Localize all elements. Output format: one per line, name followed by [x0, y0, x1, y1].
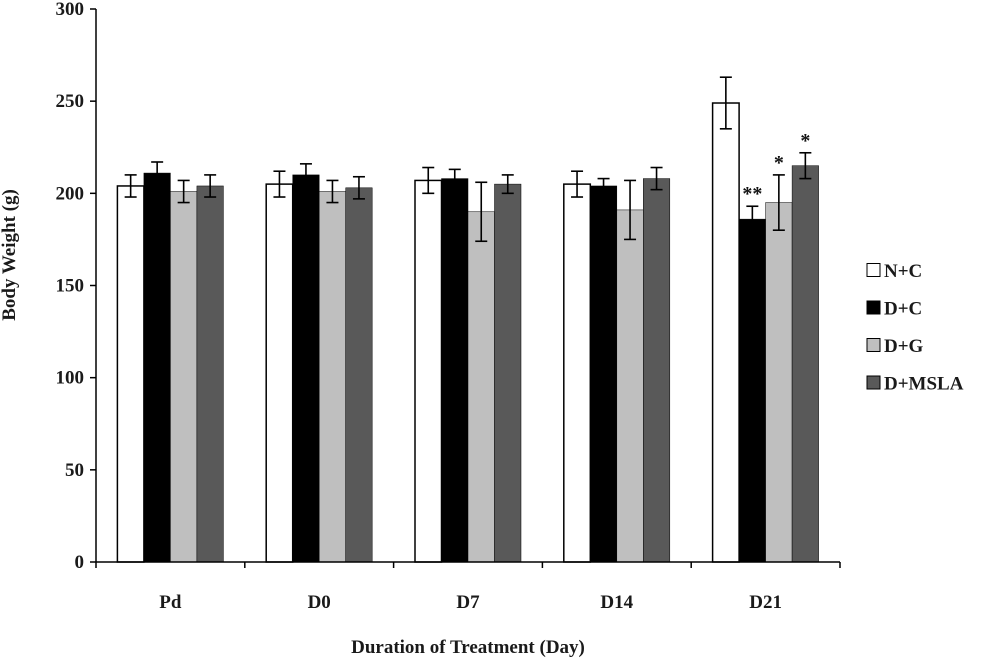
bar-d-c-d0 [292, 174, 320, 563]
bar-n-c-pd [116, 185, 145, 563]
bar-d-msla-d21 [791, 165, 819, 563]
y-tick-label: 300 [56, 0, 85, 20]
legend-swatch [866, 338, 881, 352]
legend-label: D+MSLA [884, 374, 964, 395]
legend-label: N+C [884, 261, 922, 282]
significance-label: * [800, 130, 810, 152]
y-tick-label: 250 [56, 91, 85, 112]
bar-n-c-d14 [563, 183, 592, 563]
bar-d-msla-d14 [643, 178, 671, 563]
bar-n-c-d21 [711, 102, 740, 563]
y-tick-label: 100 [56, 368, 85, 389]
bar-d-g-d0 [318, 191, 346, 563]
legend-swatch [866, 263, 881, 277]
significance-label: * [774, 152, 784, 174]
bar-d-g-d21 [765, 202, 793, 563]
bar-d-g-d7 [467, 211, 495, 563]
x-tick-label: D0 [308, 592, 331, 613]
bar-n-c-d0 [265, 183, 294, 563]
bar-n-c-d7 [414, 179, 443, 563]
significance-label: ** [742, 183, 762, 205]
legend-swatch [866, 375, 881, 390]
plot-area: **** [116, 76, 819, 563]
bar-d-g-d14 [616, 209, 644, 563]
axes: 0 50 100 150 200 250 300 Pd D0 D7 D14 D21 [56, 0, 841, 613]
y-tick-label: 0 [75, 552, 85, 573]
legend: N+C D+C D+G D+MSLA [866, 261, 964, 395]
x-tick-label: D7 [456, 592, 480, 613]
bar-d-c-d14 [590, 185, 618, 563]
x-tick-label: D21 [749, 592, 782, 613]
bar-d-c-d21 [738, 218, 766, 563]
bar-d-g-pd [170, 191, 198, 563]
x-tick-label: Pd [159, 592, 182, 613]
y-axis-title: Body Weight (g) [0, 189, 20, 321]
y-tick-label: 50 [65, 460, 84, 481]
y-tick-label: 150 [56, 276, 85, 297]
y-tick-label: 200 [56, 183, 85, 204]
bar-d-msla-pd [196, 185, 224, 563]
legend-label: D+G [884, 336, 924, 357]
legend-swatch [866, 300, 881, 315]
bar-d-msla-d7 [494, 183, 522, 563]
bar-d-c-pd [143, 172, 171, 563]
bar-d-c-d7 [441, 178, 469, 563]
bar-d-msla-d0 [345, 187, 373, 563]
legend-label: D+C [884, 299, 922, 320]
x-tick-label: D14 [600, 592, 633, 613]
x-axis-title: Duration of Treatment (Day) [351, 637, 585, 658]
